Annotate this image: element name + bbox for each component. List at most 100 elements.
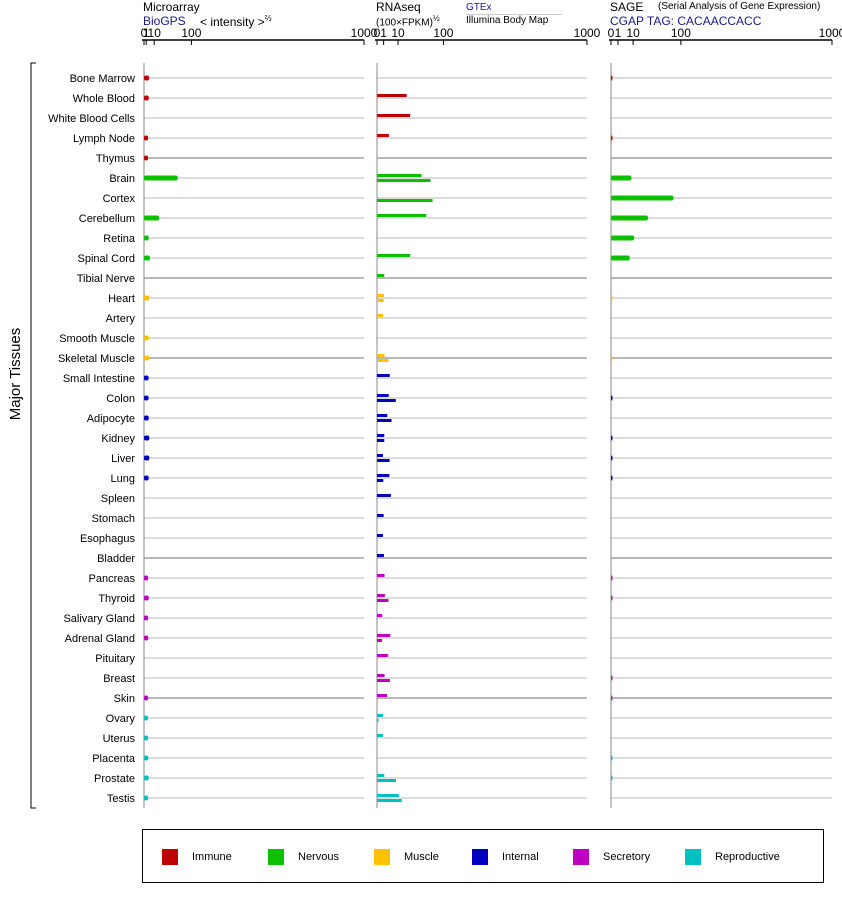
sage-source: CGAP TAG: CACAACCACC bbox=[610, 14, 762, 28]
bar bbox=[377, 114, 411, 117]
bar bbox=[611, 175, 632, 181]
microarray-source: BioGPS bbox=[143, 14, 186, 28]
bar bbox=[377, 799, 402, 802]
bar bbox=[377, 679, 390, 682]
bar bbox=[377, 694, 388, 697]
bar bbox=[611, 595, 613, 601]
rnaseq-gridlines bbox=[377, 77, 587, 799]
category-label: Artery bbox=[106, 313, 136, 325]
category-label: Adipocyte bbox=[87, 413, 135, 425]
bar bbox=[377, 774, 385, 777]
bar bbox=[377, 474, 390, 477]
sage-bars bbox=[611, 75, 674, 781]
bar bbox=[377, 459, 390, 462]
bar bbox=[611, 575, 613, 581]
bar bbox=[144, 215, 160, 221]
category-label: Testis bbox=[107, 793, 136, 805]
category-label: Liver bbox=[111, 453, 135, 465]
category-label: Stomach bbox=[92, 513, 135, 525]
bar bbox=[377, 654, 388, 657]
bar bbox=[144, 155, 149, 161]
bar bbox=[611, 235, 635, 241]
microarray-gridlines bbox=[144, 77, 364, 799]
bar bbox=[611, 395, 613, 401]
bar bbox=[377, 134, 389, 137]
rnaseq-source-gtex: GTEx bbox=[466, 2, 492, 13]
bar bbox=[611, 435, 613, 441]
category-label: Whole Blood bbox=[73, 93, 135, 105]
bar bbox=[611, 695, 613, 701]
category-label: Prostate bbox=[94, 773, 135, 785]
tissue-bracket bbox=[30, 62, 36, 809]
side-label: Major Tissues bbox=[7, 328, 24, 421]
bar bbox=[377, 734, 383, 737]
bar bbox=[377, 554, 384, 557]
x-tick-label: 100 bbox=[433, 26, 453, 40]
bar bbox=[144, 95, 149, 101]
bar bbox=[611, 755, 613, 761]
x-tick-label: 0 bbox=[374, 26, 381, 40]
rnaseq-source-divider bbox=[466, 14, 562, 15]
bar bbox=[144, 595, 149, 601]
x-tick-label: 1 bbox=[380, 26, 387, 40]
bar bbox=[144, 775, 149, 781]
category-labels: Bone Marrow Whole Blood White Blood Cells L… bbox=[48, 73, 136, 805]
x-tick-label: 10 bbox=[148, 26, 162, 40]
category-label: Heart bbox=[108, 293, 135, 305]
legend-swatch-secretory bbox=[573, 849, 589, 865]
bar bbox=[144, 175, 178, 181]
category-label: Pancreas bbox=[89, 573, 136, 585]
bar bbox=[377, 354, 385, 357]
legend-item-secretory: Secretory bbox=[573, 849, 650, 865]
bar bbox=[377, 94, 407, 97]
rnaseq-measure-text: (100×FPKM) bbox=[376, 17, 433, 29]
bar bbox=[144, 375, 149, 381]
category-label: Thyroid bbox=[98, 593, 135, 605]
x-tick-label: 10 bbox=[391, 26, 405, 40]
bar bbox=[377, 399, 396, 402]
bar bbox=[611, 775, 613, 781]
bar bbox=[377, 314, 384, 317]
bar bbox=[377, 714, 383, 717]
x-tick-label: 1 bbox=[143, 26, 150, 40]
rnaseq-title: RNAseq bbox=[376, 0, 421, 14]
category-label: Small Intestine bbox=[63, 373, 135, 385]
bar bbox=[377, 179, 431, 182]
bar bbox=[377, 514, 384, 517]
category-label: Tibial Nerve bbox=[77, 273, 135, 285]
bar bbox=[144, 415, 149, 421]
category-label: Ovary bbox=[106, 713, 136, 725]
bar bbox=[611, 195, 674, 201]
rnaseq-measure-exponent: ½ bbox=[432, 14, 440, 23]
x-tick-label: 0 bbox=[608, 26, 615, 40]
x-tick-label: 0 bbox=[141, 26, 148, 40]
category-label: Bladder bbox=[97, 553, 135, 565]
bar bbox=[377, 454, 383, 457]
bar bbox=[377, 359, 389, 362]
x-tick-label: 10 bbox=[626, 26, 640, 40]
category-label: Cerebellum bbox=[79, 213, 135, 225]
bar bbox=[611, 215, 648, 221]
legend: Immune Nervous Muscle Internal Secretory… bbox=[142, 829, 824, 883]
bar bbox=[144, 295, 150, 301]
category-label: Brain bbox=[109, 173, 135, 185]
bar bbox=[611, 135, 613, 141]
bar bbox=[611, 455, 613, 461]
microarray-measure-text: < intensity > bbox=[200, 15, 265, 29]
sage-title: SAGE bbox=[610, 0, 644, 14]
category-label: Esophagus bbox=[80, 533, 136, 545]
category-label: Kidney bbox=[101, 433, 135, 445]
bar bbox=[377, 599, 389, 602]
bar bbox=[377, 274, 385, 277]
bar bbox=[377, 634, 391, 637]
bar bbox=[144, 355, 150, 361]
legend-swatch-reproductive bbox=[685, 849, 701, 865]
category-label: Placenta bbox=[92, 753, 136, 765]
bar bbox=[377, 594, 385, 597]
legend-item-reproductive: Reproductive bbox=[685, 849, 780, 865]
bar bbox=[144, 395, 149, 401]
bar bbox=[611, 475, 613, 481]
bar bbox=[144, 795, 149, 801]
category-label: Pituitary bbox=[95, 653, 135, 665]
